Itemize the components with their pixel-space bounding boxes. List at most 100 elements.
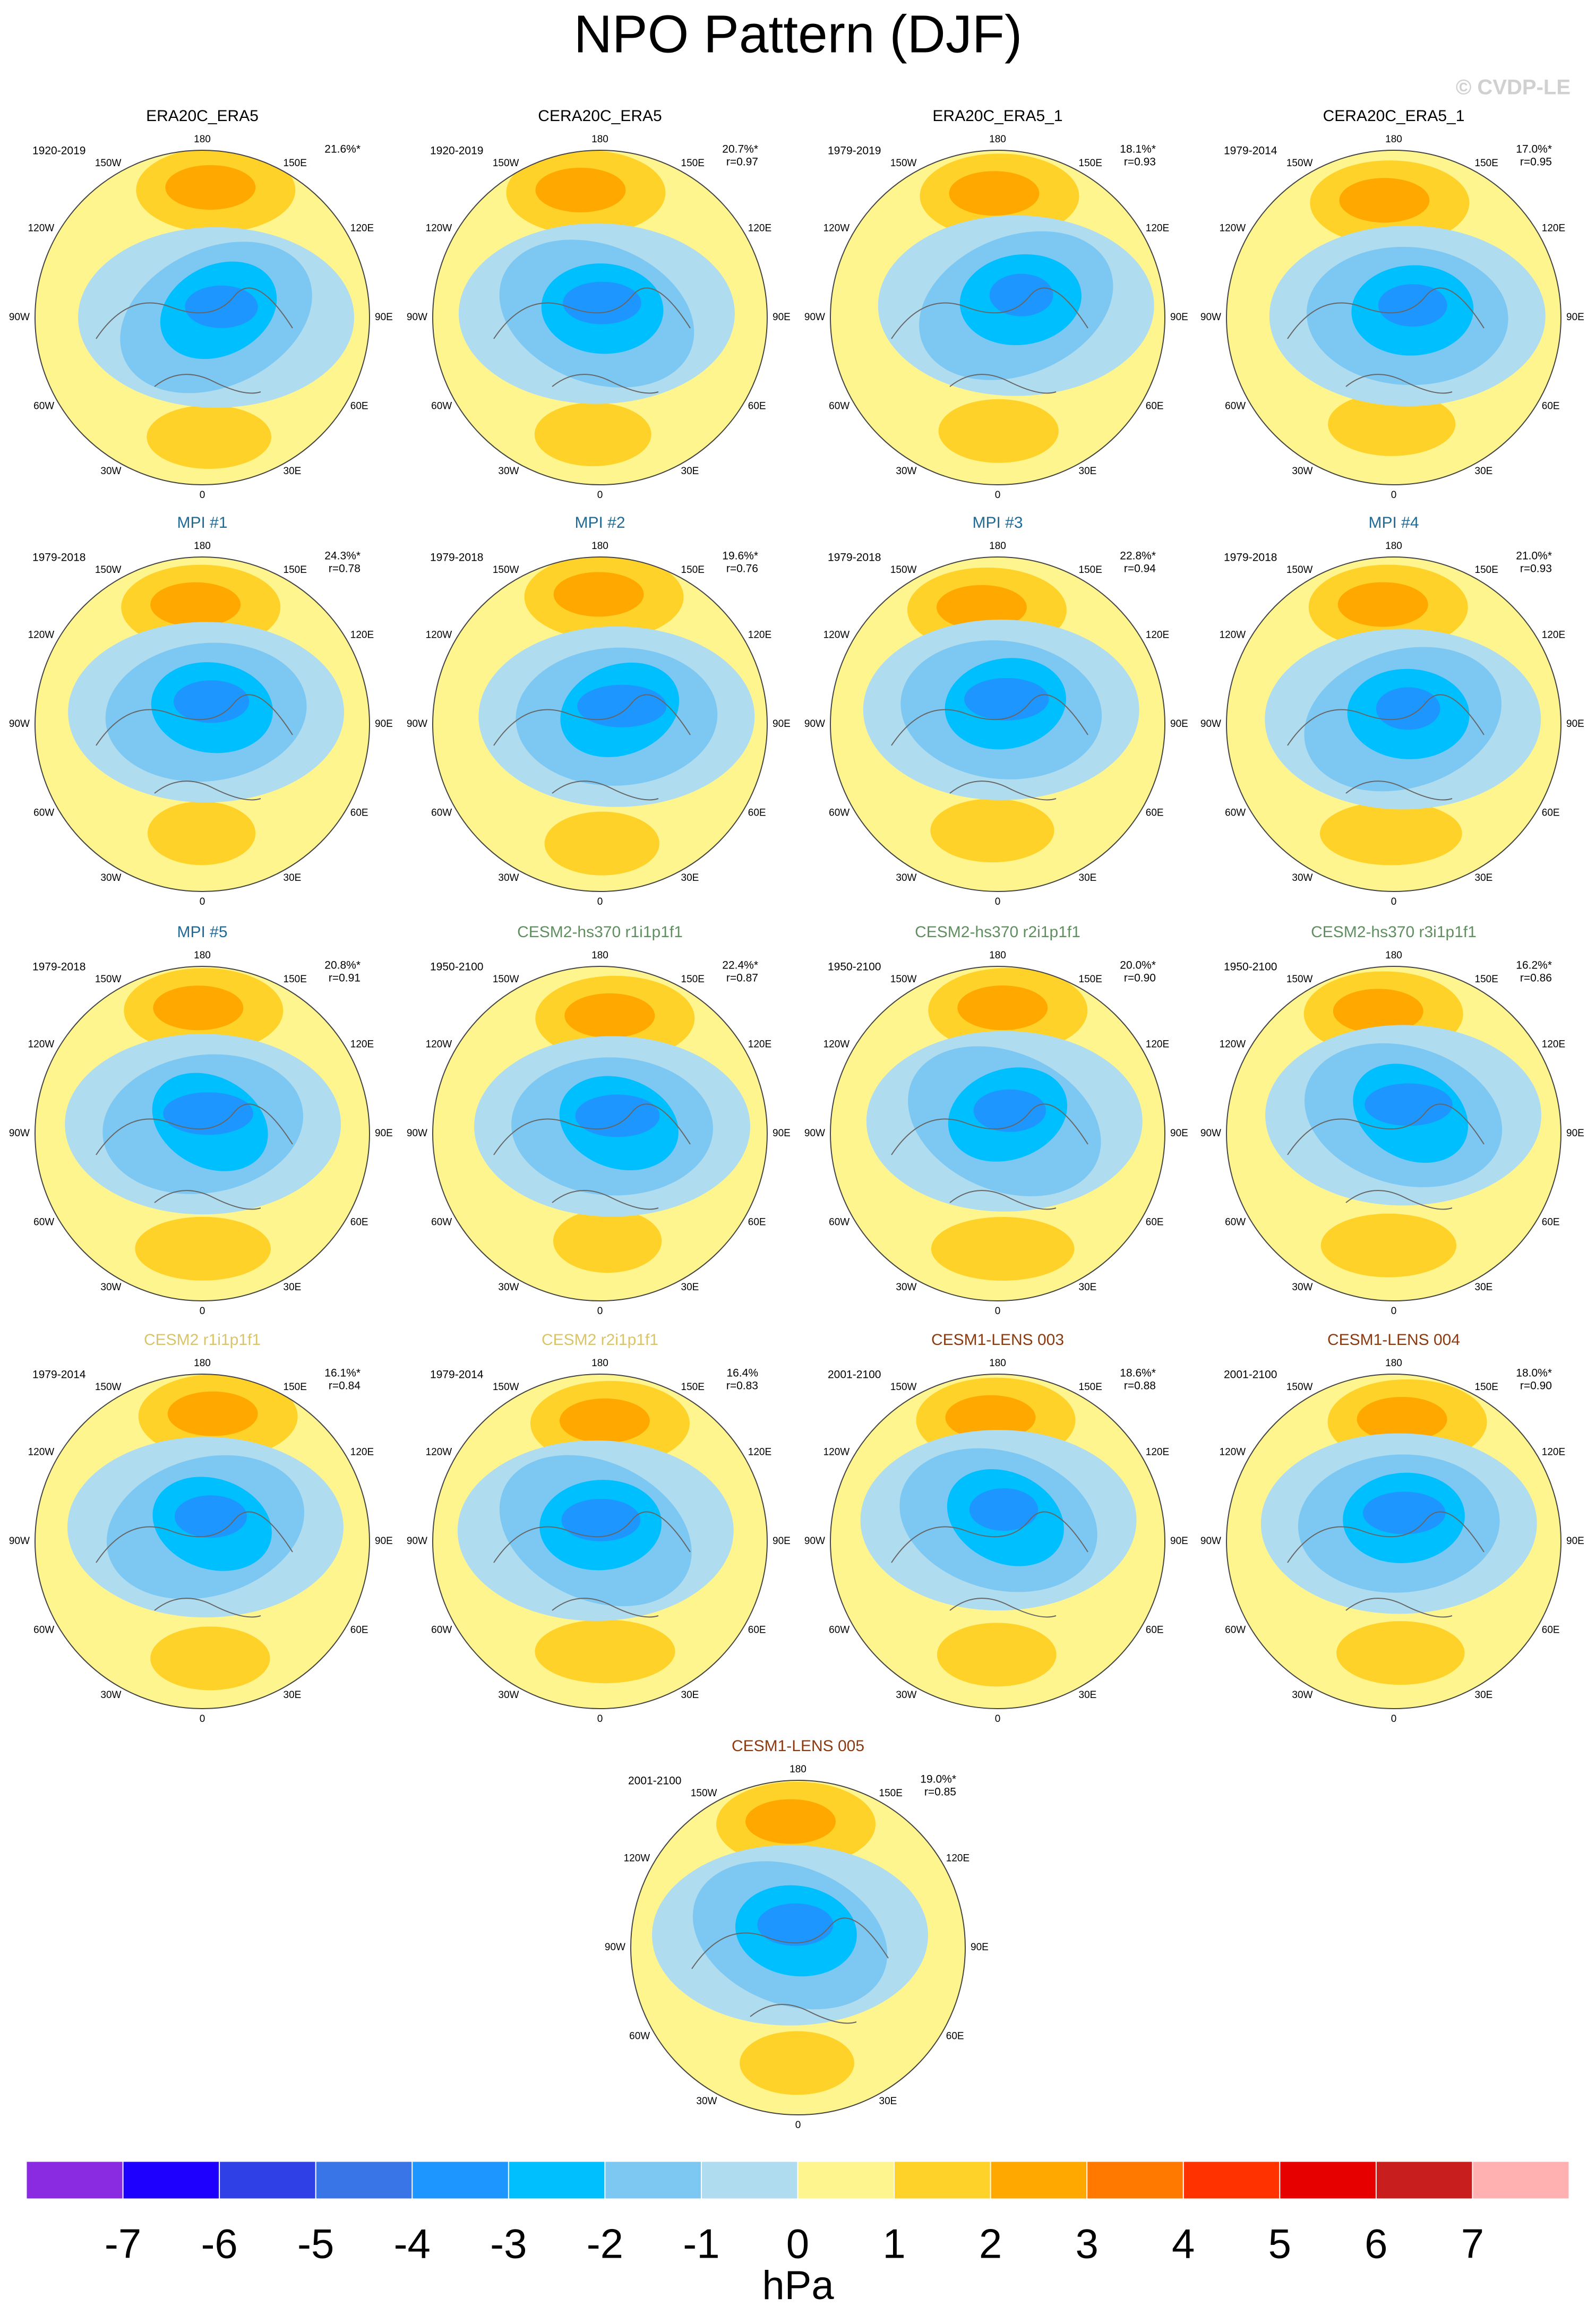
longitude-label: 30E [1475, 1690, 1493, 1701]
longitude-label: 60E [350, 808, 368, 819]
colorbar-label: 5 [1268, 2220, 1291, 2267]
longitude-label: 120W [28, 630, 55, 641]
longitude-label: 30W [498, 1690, 519, 1701]
longitude-label: 0 [200, 896, 205, 907]
longitude-label: 120W [823, 1447, 850, 1458]
longitude-label: 60E [1542, 1625, 1560, 1636]
colorbar-label: -7 [105, 2220, 141, 2267]
panel-title: MPI #2 [574, 514, 625, 531]
longitude-label: 90E [1170, 1128, 1188, 1139]
longitude-label: 120E [1146, 1039, 1169, 1050]
map-border [630, 1780, 966, 2115]
variance: 22.8%* [1120, 550, 1156, 562]
panel-title: CESM2-hs370 r3i1p1f1 [1311, 923, 1477, 941]
colorbar-label: 1 [882, 2220, 905, 2267]
longitude-label: 150W [691, 1788, 717, 1799]
panel-title: CESM1-LENS 005 [732, 1737, 864, 1755]
coastline [891, 1511, 1088, 1618]
variance: 20.0%* [1120, 959, 1156, 972]
longitude-label: 30E [1079, 1282, 1097, 1293]
positive-anomaly [534, 402, 651, 467]
map-border [1226, 556, 1561, 892]
longitude-label: 30W [100, 872, 121, 884]
panel-title: ERA20C_ERA5_1 [932, 107, 1062, 125]
positive-anomaly [1320, 801, 1462, 865]
longitude-label: 90W [1200, 312, 1221, 323]
longitude-label: 150E [1475, 158, 1498, 169]
longitude-label: 0 [200, 490, 205, 501]
period: 2001-2100 [628, 1775, 681, 1787]
longitude-label: 150W [493, 1382, 519, 1393]
longitude-label: 60E [748, 401, 766, 412]
correlation: r=0.94 [1124, 563, 1156, 575]
positive-anomaly [147, 801, 256, 865]
longitude-label: 180 [1385, 1358, 1402, 1369]
longitude-label: 30W [1292, 466, 1312, 477]
colorbar-label: -3 [490, 2220, 527, 2267]
longitude-label: 180 [989, 134, 1006, 145]
longitude-label: 60W [1225, 808, 1246, 819]
positive-anomaly [931, 1216, 1075, 1281]
positive-anomaly [938, 399, 1059, 463]
longitude-label: 150E [284, 974, 307, 985]
longitude-label: 60W [1225, 1217, 1246, 1228]
longitude-label: 120E [350, 630, 374, 641]
longitude-label: 180 [194, 134, 211, 145]
longitude-label: 90W [9, 312, 30, 323]
positive-anomaly [564, 993, 655, 1038]
longitude-label: 30W [896, 1282, 916, 1293]
longitude-label: 0 [995, 1713, 1001, 1725]
longitude-label: 30W [498, 1282, 519, 1293]
positive-anomaly [553, 572, 644, 617]
map-border [35, 150, 370, 485]
map-panel [1226, 966, 1561, 1301]
longitude-label: 0 [995, 896, 1001, 907]
longitude-label: 60E [946, 2031, 964, 2042]
correlation: r=0.91 [329, 972, 361, 984]
longitude-label: 30W [1292, 872, 1312, 884]
negative-anomaly [173, 680, 250, 723]
positive-anomaly [740, 2031, 854, 2095]
longitude-label: 180 [194, 541, 211, 552]
variance: 18.0%* [1516, 1367, 1552, 1379]
correlation: r=0.93 [1520, 563, 1552, 575]
longitude-label: 120E [350, 1039, 374, 1050]
negative-anomaly [969, 1488, 1039, 1531]
period: 1979-2018 [32, 961, 85, 973]
period: 1979-2019 [828, 145, 881, 157]
longitude-label: 0 [1391, 490, 1397, 501]
longitude-label: 60E [1542, 808, 1560, 819]
longitude-label: 120E [1542, 630, 1565, 641]
coastline [493, 1511, 691, 1618]
longitude-label: 60W [431, 401, 452, 412]
variance: 17.0%* [1516, 143, 1552, 156]
coastline [691, 1917, 889, 2024]
variance: 24.3%* [324, 550, 361, 562]
coastline [96, 694, 293, 801]
period: 1950-2100 [430, 961, 483, 973]
longitude-label: 60W [829, 401, 850, 412]
longitude-label: 120E [1146, 630, 1169, 641]
longitude-label: 90E [773, 718, 791, 730]
colorbar-box [1376, 2161, 1473, 2199]
longitude-label: 120W [1220, 223, 1246, 234]
longitude-label: 0 [1391, 1306, 1397, 1317]
longitude-label: 120E [748, 1447, 771, 1458]
panel-title: ERA20C_ERA5 [146, 107, 259, 125]
longitude-label: 150E [681, 1382, 705, 1393]
longitude-label: 90E [1170, 718, 1188, 730]
map-panel [35, 1374, 370, 1709]
negative-anomaly [1362, 1491, 1446, 1534]
colorbar-label: 0 [786, 2220, 809, 2267]
correlation: r=0.93 [1124, 156, 1156, 168]
longitude-label: 60W [1225, 401, 1246, 412]
map-panel [830, 557, 1165, 891]
longitude-label: 180 [790, 1764, 806, 1775]
negative-anomaly [577, 684, 667, 727]
map-border [1226, 150, 1561, 485]
longitude-label: 90E [773, 1536, 791, 1547]
panel-title: MPI #4 [1368, 514, 1419, 531]
longitude-label: 150W [890, 974, 917, 985]
longitude-label: 150W [95, 564, 122, 576]
longitude-label: 150E [1079, 158, 1102, 169]
